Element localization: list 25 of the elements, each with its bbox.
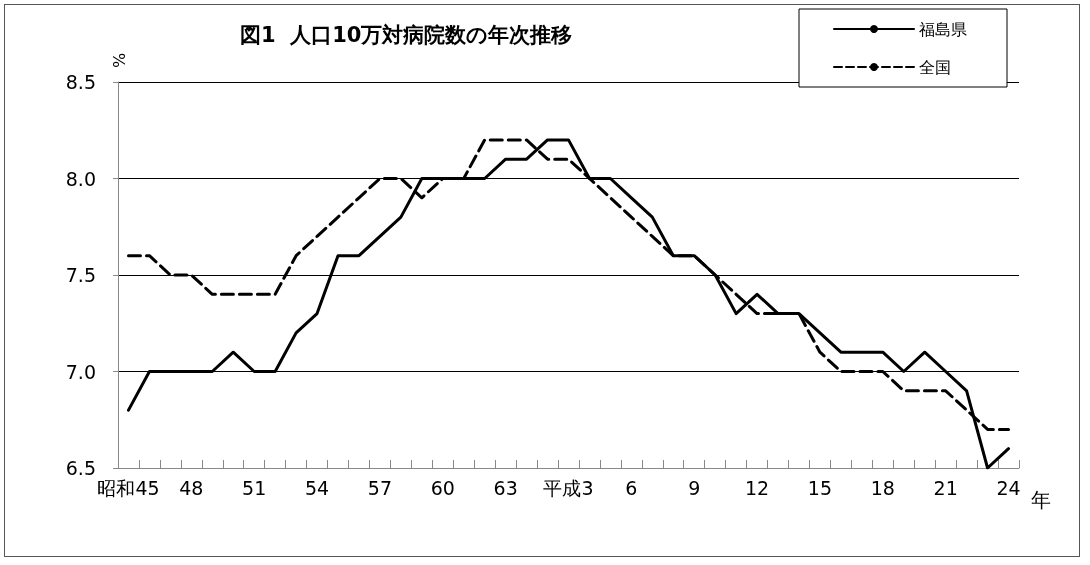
x-tick-label: 57 [367,476,393,499]
y-tick-label: 7.0 [65,360,96,383]
x-tick-label: 54 [304,476,330,499]
y-tick-label: 8.5 [65,71,96,93]
x-tick-label: 60 [430,476,455,499]
chart-title: 図1 人口10万対病院数の年次推移 [240,22,573,47]
x-tick-label: 9 [688,476,701,499]
legend-label: 全国 [919,57,951,77]
x-axis-title: 年 [1031,488,1051,512]
y-tick-label: 7.5 [65,264,96,286]
x-tick-label: 51 [242,476,267,499]
y-tick-label: 6.5 [65,457,96,479]
x-tick-label: 昭和45 [97,476,160,499]
x-tick-label: 63 [493,476,518,499]
x-tick-label: 12 [744,476,770,499]
x-tick-label: 24 [996,476,1021,499]
x-tick-label: 18 [870,476,895,499]
x-tick-label: 48 [179,476,204,499]
x-tick-label: 21 [933,476,958,499]
y-axis-title: % [108,52,128,68]
legend-label: 福島県 [919,19,967,39]
y-tick-label: 8.0 [65,167,96,190]
x-tick-label: 15 [807,476,833,499]
x-tick-label: 6 [625,476,638,499]
x-tick-label: 平成3 [543,476,594,499]
